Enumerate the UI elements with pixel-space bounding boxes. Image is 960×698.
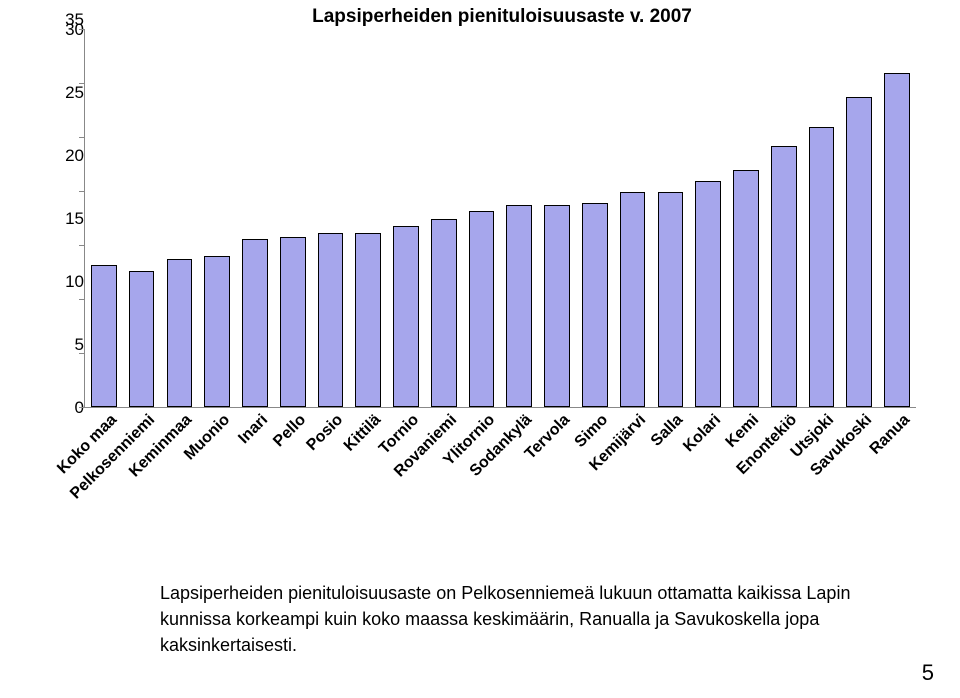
bar <box>204 256 230 407</box>
bar <box>544 205 570 408</box>
bar <box>582 203 608 407</box>
plot-box: Koko maaPelkosenniemiKeminmaaMuonioInari… <box>84 30 916 408</box>
x-label-slot: Inari <box>236 407 274 527</box>
y-tick-mark <box>79 191 85 192</box>
bar <box>884 73 910 407</box>
x-label: Inari <box>235 411 272 448</box>
bar-slot <box>803 30 841 407</box>
bar <box>733 170 759 407</box>
y-tick-mark <box>79 245 85 246</box>
x-label-slot: Keminmaa <box>161 407 199 527</box>
bar-slot <box>463 30 501 407</box>
bar <box>91 265 117 407</box>
page: 35 Lapsiperheiden pienituloisuusaste v. … <box>0 0 960 698</box>
x-label-slot: Kolari <box>689 407 727 527</box>
bar-slot <box>614 30 652 407</box>
chart-area: 302520151050 Koko maaPelkosenniemiKeminm… <box>40 30 920 408</box>
x-label-slot: Tervola <box>538 407 576 527</box>
chart-title: Lapsiperheiden pienituloisuusaste v. 200… <box>84 6 920 28</box>
bar <box>318 233 344 407</box>
bar-slot <box>161 30 199 407</box>
x-label-slot: Ranua <box>878 407 916 527</box>
bar-slot <box>85 30 123 407</box>
bar <box>506 205 532 408</box>
bar-slot <box>576 30 614 407</box>
top-row: 35 Lapsiperheiden pienituloisuusaste v. … <box>40 6 920 30</box>
bar-slot <box>878 30 916 407</box>
bar-slot <box>651 30 689 407</box>
x-label-slot: Posio <box>312 407 350 527</box>
bar <box>658 192 684 407</box>
bar <box>242 239 268 407</box>
y-tick-mark <box>79 137 85 138</box>
x-label-slot: Enontekiö <box>765 407 803 527</box>
bar <box>393 226 419 407</box>
bar-slot <box>274 30 312 407</box>
x-label-slot: Kittilä <box>349 407 387 527</box>
x-label-slot: Muonio <box>198 407 236 527</box>
bar-slot <box>349 30 387 407</box>
y-tick-mark <box>79 29 85 30</box>
bar-slot <box>840 30 878 407</box>
x-label-slot: Pello <box>274 407 312 527</box>
bar-slot <box>123 30 161 407</box>
bar <box>431 219 457 408</box>
bar <box>167 259 193 407</box>
bar <box>355 233 381 407</box>
bar-slot <box>500 30 538 407</box>
bar <box>620 192 646 407</box>
bar <box>469 211 495 407</box>
bar-slot <box>689 30 727 407</box>
y-tick-mark <box>79 83 85 84</box>
x-labels: Koko maaPelkosenniemiKeminmaaMuonioInari… <box>85 407 916 527</box>
bar-slot <box>538 30 576 407</box>
bar-slot <box>312 30 350 407</box>
y-tick-mark <box>79 353 85 354</box>
x-label-slot: Kemijärvi <box>614 407 652 527</box>
bars-row <box>85 30 916 407</box>
x-label-slot: Savukoski <box>840 407 878 527</box>
bar-slot <box>425 30 463 407</box>
bar-slot <box>387 30 425 407</box>
y-tick-mark <box>79 299 85 300</box>
page-number: 5 <box>922 660 934 686</box>
x-label-slot: Salla <box>651 407 689 527</box>
bar-slot <box>236 30 274 407</box>
bar-slot <box>765 30 803 407</box>
bar-slot <box>198 30 236 407</box>
bar <box>809 127 835 407</box>
bar <box>771 146 797 407</box>
y-axis: 302520151050 <box>40 30 84 408</box>
bar <box>129 271 155 407</box>
bar <box>846 97 872 407</box>
bar-slot <box>727 30 765 407</box>
x-label-slot: Rovaniemi <box>425 407 463 527</box>
x-label-slot: Sodankylä <box>500 407 538 527</box>
bar <box>280 237 306 407</box>
caption-text: Lapsiperheiden pienituloisuusaste on Pel… <box>160 580 880 658</box>
x-label: Pello <box>270 411 310 451</box>
bar <box>695 181 721 407</box>
y-tick-mark <box>79 407 85 408</box>
